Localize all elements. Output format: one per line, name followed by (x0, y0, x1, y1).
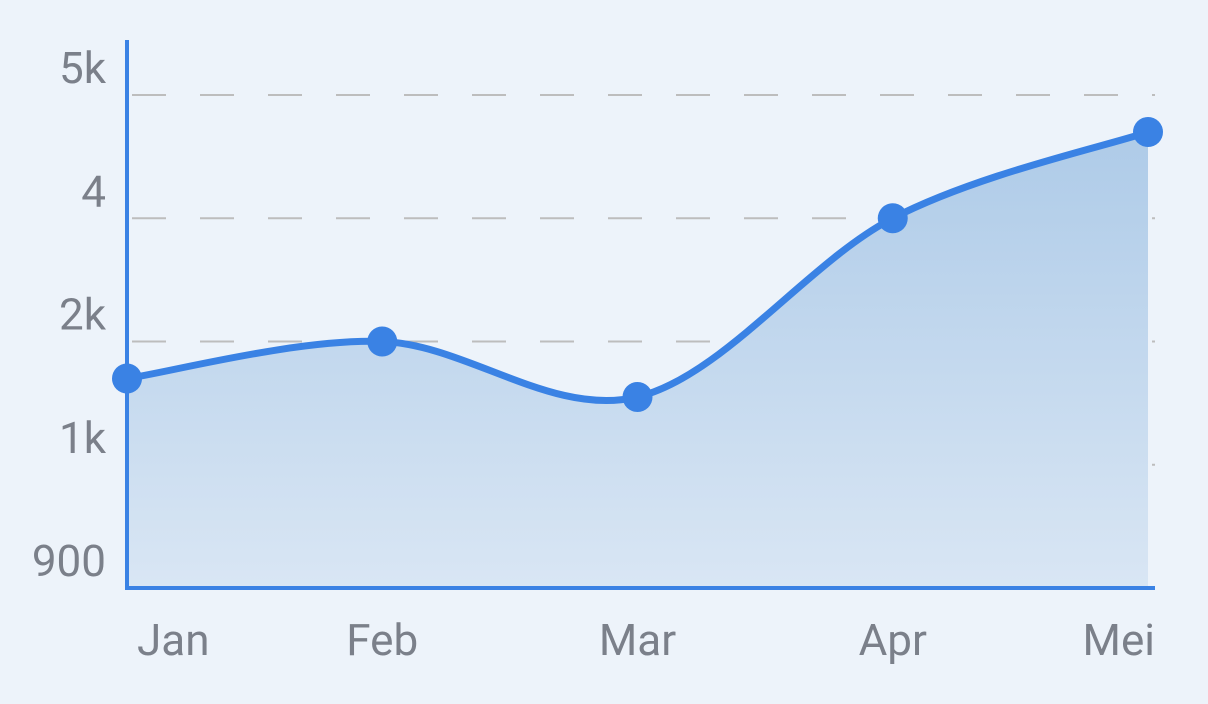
x-tick-label: Mar (599, 614, 676, 666)
x-tick-label: Jan (137, 614, 210, 666)
y-tick-label: 4 (81, 165, 106, 217)
x-tick-label: Mei (1083, 614, 1155, 666)
point (877, 203, 908, 234)
y-tick-label: 2k (59, 289, 107, 341)
point (367, 326, 398, 357)
area (127, 131, 1148, 588)
y-tick-label: 5k (59, 42, 107, 94)
y-tick-label: 900 (32, 535, 106, 587)
point (1133, 116, 1163, 147)
x-tick-label: Apr (859, 614, 927, 666)
y-tick-label: 1k (59, 412, 107, 464)
x-tick-label: Feb (346, 614, 418, 666)
point (622, 381, 653, 412)
